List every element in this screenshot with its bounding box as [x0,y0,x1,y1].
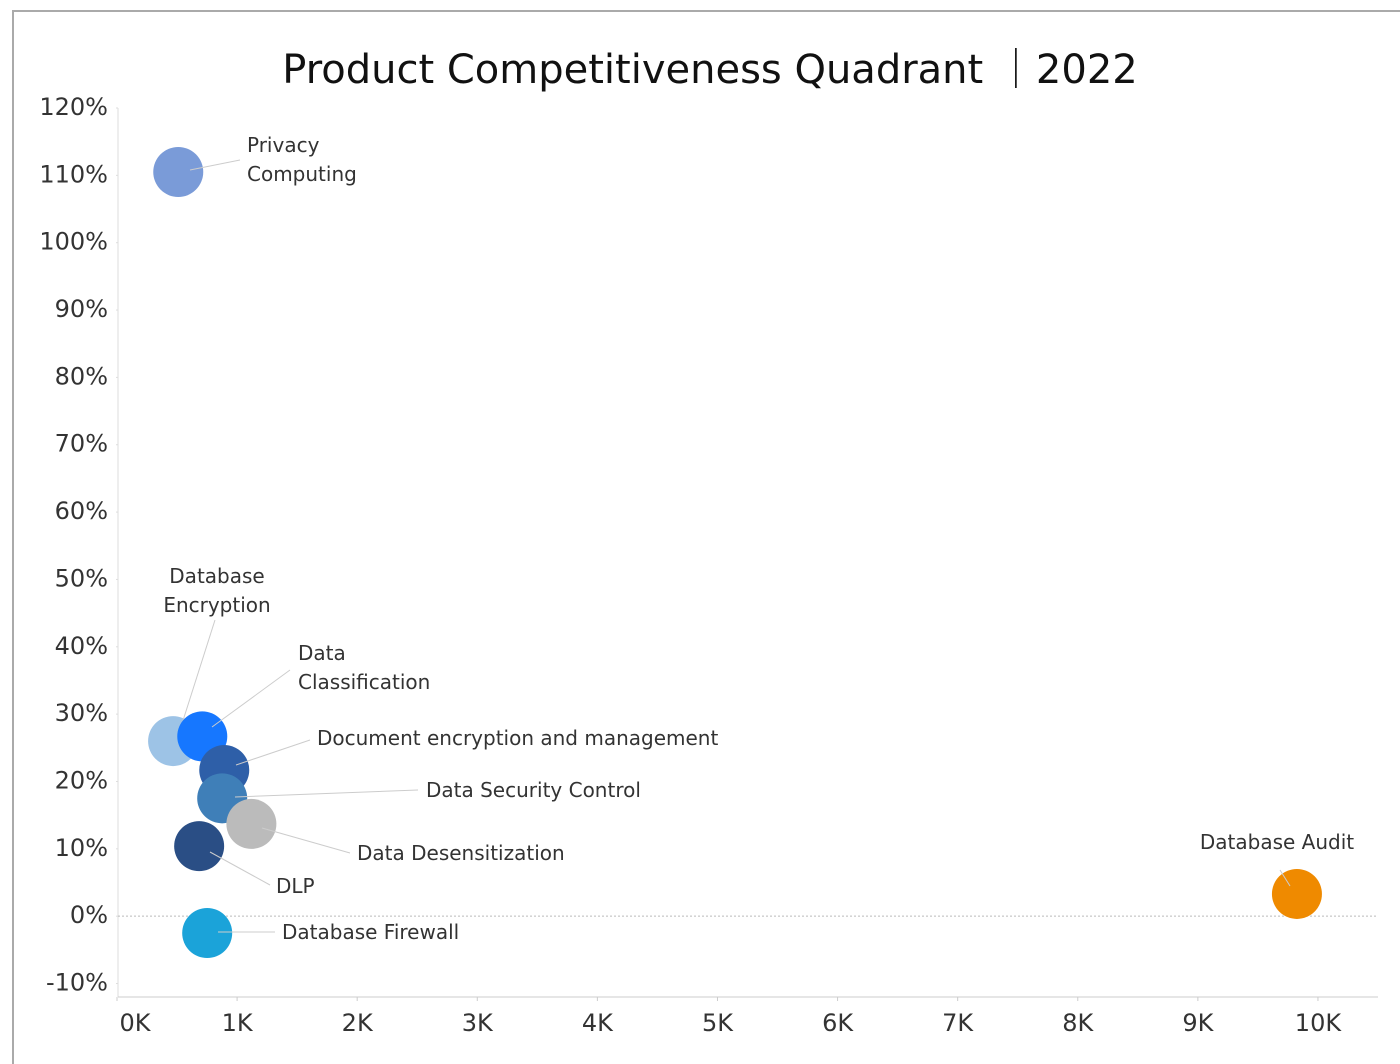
y-tick-label: 70% [55,430,108,458]
x-tick-label: 5K [702,1009,734,1037]
point-label: Data Classification [298,641,431,694]
point-label: Data Security Control [426,778,641,802]
leader-line [209,851,271,886]
y-tick-label: 120% [39,93,108,121]
leader-line [179,619,216,731]
point-label: Document encryption and management [317,726,719,750]
leader-line [235,739,311,766]
leader-line [1279,869,1291,887]
x-tick-label: 0K [119,1009,151,1037]
chart-title: Product Competitiveness Quadrant ｜2022 [282,47,1137,93]
x-tick-label: 1K [222,1009,254,1037]
bubble [174,821,225,872]
leader-line [189,159,241,171]
y-tick-label: 110% [39,160,108,188]
leader-line [261,827,351,854]
y-tick-label: 60% [55,497,108,525]
x-tick-label: 9K [1182,1009,1214,1037]
bubble [182,908,233,959]
y-tick-label: 0% [70,901,108,929]
y-tick-label: 40% [55,632,108,660]
bubble [1271,868,1322,919]
y-tick-label: 90% [55,295,108,323]
point-label: Privacy Computing [247,133,357,186]
y-tick-label: 50% [55,564,108,592]
x-tick-label: 6K [822,1009,854,1037]
y-tick-label: 30% [55,699,108,727]
point-label: DLP [276,874,315,898]
y-tick-label: 10% [55,834,108,862]
x-tick-label: 10K [1295,1009,1343,1037]
point-label: Database Audit [1199,830,1355,854]
point-label: Database Firewall [282,920,460,944]
x-tick-label: 2K [342,1009,374,1037]
x-tick-label: 8K [1062,1009,1094,1037]
y-tick-label: -10% [46,969,108,997]
bubble [226,798,277,849]
y-tick-label: 100% [39,228,108,256]
point-label: Data Desensitization [357,841,565,865]
y-tick-label: 80% [55,362,108,390]
point-label: Database Encryption [163,564,271,617]
x-tick-label: 4K [582,1009,614,1037]
y-tick-label: 20% [55,766,108,794]
leader-line [234,789,419,798]
x-tick-label: 3K [462,1009,494,1037]
leader-line [211,669,291,728]
x-tick-label: 7K [942,1009,974,1037]
bubble [153,146,204,197]
